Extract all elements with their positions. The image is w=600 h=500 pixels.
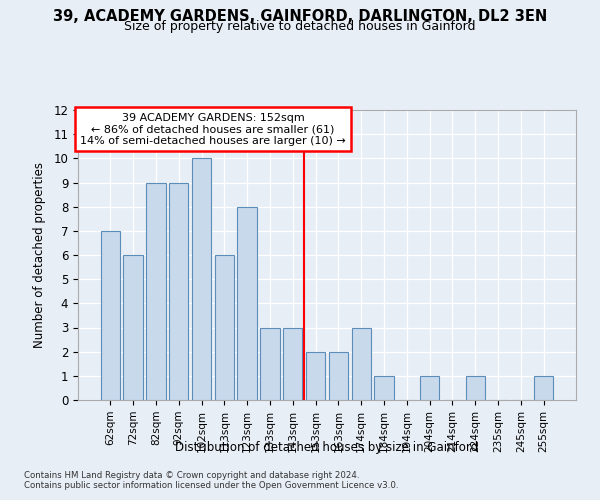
Bar <box>124 255 143 400</box>
Text: Distribution of detached houses by size in Gainford: Distribution of detached houses by size … <box>175 441 479 454</box>
Bar <box>352 328 371 400</box>
Bar <box>192 158 211 400</box>
Bar <box>101 231 120 400</box>
Text: Contains public sector information licensed under the Open Government Licence v3: Contains public sector information licen… <box>24 482 398 490</box>
Bar <box>283 328 302 400</box>
Bar <box>238 206 257 400</box>
Bar <box>329 352 348 400</box>
Text: 39 ACADEMY GARDENS: 152sqm
← 86% of detached houses are smaller (61)
14% of semi: 39 ACADEMY GARDENS: 152sqm ← 86% of deta… <box>80 112 346 146</box>
Y-axis label: Number of detached properties: Number of detached properties <box>34 162 46 348</box>
Bar <box>306 352 325 400</box>
Text: Size of property relative to detached houses in Gainford: Size of property relative to detached ho… <box>124 20 476 33</box>
Bar <box>534 376 553 400</box>
Bar <box>146 182 166 400</box>
Bar <box>260 328 280 400</box>
Bar <box>466 376 485 400</box>
Bar <box>420 376 439 400</box>
Bar <box>169 182 188 400</box>
Bar <box>374 376 394 400</box>
Text: 39, ACADEMY GARDENS, GAINFORD, DARLINGTON, DL2 3EN: 39, ACADEMY GARDENS, GAINFORD, DARLINGTO… <box>53 9 547 24</box>
Text: Contains HM Land Registry data © Crown copyright and database right 2024.: Contains HM Land Registry data © Crown c… <box>24 472 359 480</box>
Bar <box>215 255 234 400</box>
